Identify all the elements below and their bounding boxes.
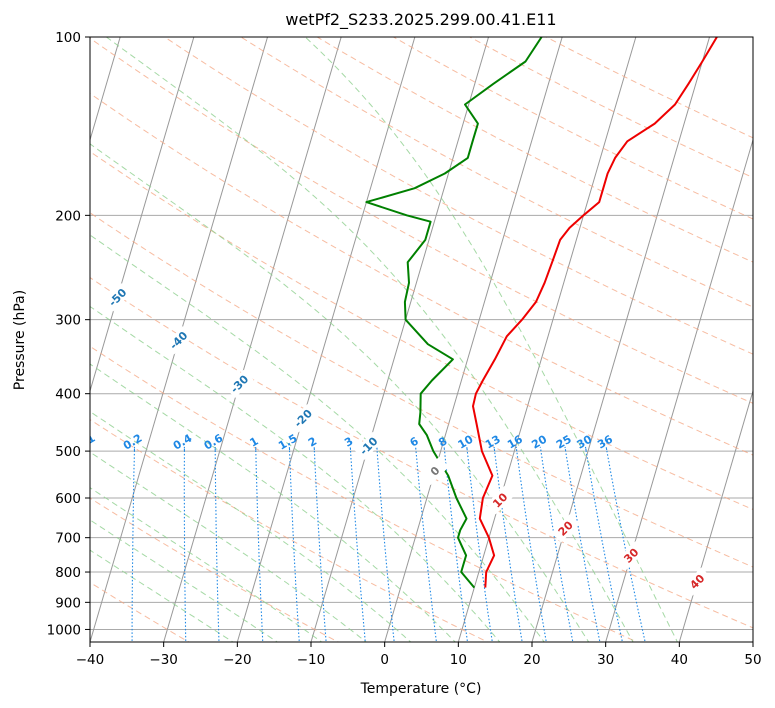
mixing-ratio-line <box>466 446 493 642</box>
plot-area: 0.10.20.40.611.52346810131620253036 -100… <box>74 37 753 642</box>
isotherm-label-bg <box>616 541 646 570</box>
x-tick-label: −40 <box>76 652 105 668</box>
y-axis-label: Pressure (hPa) <box>12 290 28 390</box>
moist-adiabat-line <box>90 410 412 642</box>
y-tick-label: 100 <box>55 30 81 46</box>
isotherm-label-bg <box>551 514 580 543</box>
isotherm-line <box>310 37 490 642</box>
x-axis-label: Temperature (°C) <box>360 681 482 697</box>
isotherm-label-bg <box>420 456 450 486</box>
isotherm-line <box>384 37 563 642</box>
dry-adiabat-line <box>545 37 753 139</box>
isotherm-label-bg <box>225 369 254 398</box>
isotherm-lines <box>90 37 753 642</box>
chart-title: wetPf2_S233.2025.299.00.41.E11 <box>285 10 556 30</box>
mixing-ratio-line <box>415 446 437 642</box>
moist-adiabat-line <box>90 451 368 642</box>
moist-adiabat-line <box>304 37 678 642</box>
isotherm-line <box>678 389 753 642</box>
isotherm-label-bg <box>354 431 383 461</box>
x-tick-label: 30 <box>597 652 614 668</box>
mixing-ratio-line <box>564 446 601 642</box>
y-tick-label: 700 <box>55 531 81 547</box>
x-tick-label: −10 <box>297 652 326 668</box>
mixing-ratio-line <box>443 446 469 642</box>
moist-adiabat-line <box>90 234 545 642</box>
mixing-ratio-line <box>376 446 395 642</box>
y-tick-label: 200 <box>55 208 81 224</box>
temperature-profile-line <box>472 37 718 588</box>
mixing-ratio-line <box>605 446 646 642</box>
isotherm-label-bg <box>682 567 712 596</box>
moist-adiabat-line <box>90 363 456 642</box>
x-tick-label: 40 <box>671 652 688 668</box>
y-tick-label: 1000 <box>47 622 81 638</box>
y-tick-label: 300 <box>55 313 81 329</box>
moist-adiabat-line <box>90 143 590 642</box>
mixing-ratio-line <box>288 446 300 642</box>
isotherm-label-bg <box>485 486 515 515</box>
moist-adiabat-lines <box>90 37 678 642</box>
isotherm-line <box>605 138 753 642</box>
isotherm-line <box>457 37 637 642</box>
mixing-ratio-line <box>493 446 523 642</box>
x-tick-label: 0 <box>380 652 389 668</box>
x-tick-label: 10 <box>450 652 467 668</box>
mixing-ratio-line <box>539 446 574 642</box>
mixing-ratio-line <box>183 446 187 642</box>
dry-adiabat-line <box>90 37 753 404</box>
y-tick-label: 500 <box>55 444 81 460</box>
x-axis-ticks: −40 −30 −20 −10 0 10 20 30 40 50 <box>76 642 762 668</box>
mixing-ratio-line <box>255 446 264 642</box>
mixing-ratio-lines <box>131 446 646 642</box>
moist-adiabat-line <box>106 37 634 642</box>
dry-adiabat-line <box>90 150 753 511</box>
sounding-series <box>365 37 718 589</box>
x-tick-label: 50 <box>744 652 761 668</box>
isobar-lines <box>90 37 753 630</box>
y-tick-label: 400 <box>55 387 81 403</box>
mixing-ratio-line <box>131 446 136 642</box>
mixing-ratio-line <box>584 446 623 642</box>
mixing-ratio-line <box>349 446 366 642</box>
isotherm-line <box>90 37 121 142</box>
mixing-ratio-line <box>515 446 547 642</box>
x-tick-label: −20 <box>223 652 252 668</box>
y-tick-label: 800 <box>55 565 81 581</box>
isotherm-line <box>163 37 342 642</box>
plot-frame <box>89 36 754 643</box>
isotherm-label-bg <box>164 326 193 355</box>
isotherm-line <box>90 37 195 393</box>
y-tick-label: 600 <box>55 491 81 507</box>
y-tick-label: 900 <box>55 595 81 611</box>
dry-adiabat-line <box>90 92 753 456</box>
x-tick-label: −30 <box>149 652 178 668</box>
isotherm-line <box>236 37 416 642</box>
dry-adiabat-line <box>90 419 489 642</box>
dewpoint-profile-line <box>365 37 543 589</box>
mixing-ratio-line <box>214 446 220 642</box>
mixing-ratio-label: 0.1 <box>74 432 97 453</box>
y-axis-ticks: 100 200 300 400 500 600 700 800 900 1000 <box>47 30 90 638</box>
moist-adiabat-line <box>90 487 323 642</box>
x-tick-label: 20 <box>523 652 540 668</box>
isotherm-label-bg <box>288 404 318 433</box>
isotherm-label-bg <box>103 283 132 312</box>
mixing-ratio-line <box>313 446 327 642</box>
